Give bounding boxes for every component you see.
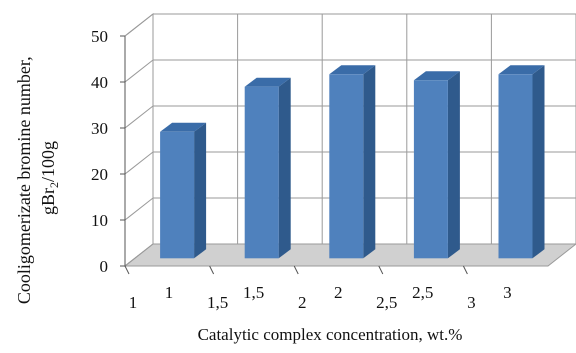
bar-front xyxy=(244,86,279,259)
x-tick-label: 1,5 xyxy=(207,293,228,312)
y-tick-label: 50 xyxy=(91,27,108,46)
y-tick-label: 20 xyxy=(91,165,108,184)
y-tick-label: 40 xyxy=(91,73,108,92)
bar-side xyxy=(532,65,545,259)
y-axis-label-per100g: /100g xyxy=(38,141,58,182)
bar-top xyxy=(160,122,207,132)
bar-front xyxy=(413,80,448,259)
x-axis-label: Catalytic complex concentration, wt.% xyxy=(198,325,463,344)
bar-side xyxy=(194,122,207,259)
x-tick-label-back: 1,5 xyxy=(243,283,264,302)
y-axis-label: Cooligomerizate bromine number, gBr2/100… xyxy=(14,52,61,304)
x-tick-mark xyxy=(293,265,299,275)
x-tick-label-back: 2,5 xyxy=(412,283,433,302)
y-tick-label: 0 xyxy=(100,257,109,276)
y-tick-label: 30 xyxy=(91,119,108,138)
bar-side xyxy=(278,77,291,259)
x-tick-label-back: 2 xyxy=(334,283,343,302)
gridline-side xyxy=(124,59,154,83)
x-tick-label-back: 3 xyxy=(503,283,512,302)
x-tick-label: 1 xyxy=(129,293,138,312)
gridline-side xyxy=(124,13,154,37)
x-tick-label-back: 1 xyxy=(165,283,174,302)
y-axis-label-subscript: 2 xyxy=(47,182,61,188)
y-axis-ticks: 0 10 20 30 40 50 xyxy=(91,27,108,276)
gridline-side xyxy=(124,243,154,267)
bar-front xyxy=(498,74,533,259)
x-axis-ticks: 1 1 1,5 1,5 2 2 2,5 2,5 3 3 xyxy=(124,265,512,312)
bar-side xyxy=(447,71,460,259)
gridline-side xyxy=(124,151,154,175)
y-axis-label-line1: Cooligomerizate bromine number, xyxy=(14,56,34,304)
bars xyxy=(160,65,545,259)
x-tick-mark xyxy=(124,265,130,275)
bar-front xyxy=(329,74,364,259)
bar-1 xyxy=(160,122,207,259)
y-tick-label: 10 xyxy=(91,211,108,230)
bar-top xyxy=(498,65,545,75)
x-tick-label: 2 xyxy=(298,293,307,312)
bar-1,5 xyxy=(244,77,291,259)
x-tick-label: 3 xyxy=(467,293,476,312)
bar-2 xyxy=(329,65,376,259)
x-tick-mark xyxy=(462,265,468,275)
gridline-side xyxy=(124,105,154,129)
bar-front xyxy=(160,131,195,259)
bar-side xyxy=(363,65,376,259)
bar-top xyxy=(244,77,291,87)
gridline-side xyxy=(124,197,154,221)
y-axis-label-gbr: gBr xyxy=(38,188,58,215)
bar-3 xyxy=(498,65,545,259)
bar-top xyxy=(413,71,460,81)
x-tick-label: 2,5 xyxy=(376,293,397,312)
bar-top xyxy=(329,65,376,75)
left-wall xyxy=(124,12,154,268)
y-axis-label-line2: gBr2/100g xyxy=(38,141,61,215)
x-tick-mark xyxy=(378,265,384,275)
bar-2,5 xyxy=(413,71,460,259)
x-tick-mark xyxy=(209,265,215,275)
